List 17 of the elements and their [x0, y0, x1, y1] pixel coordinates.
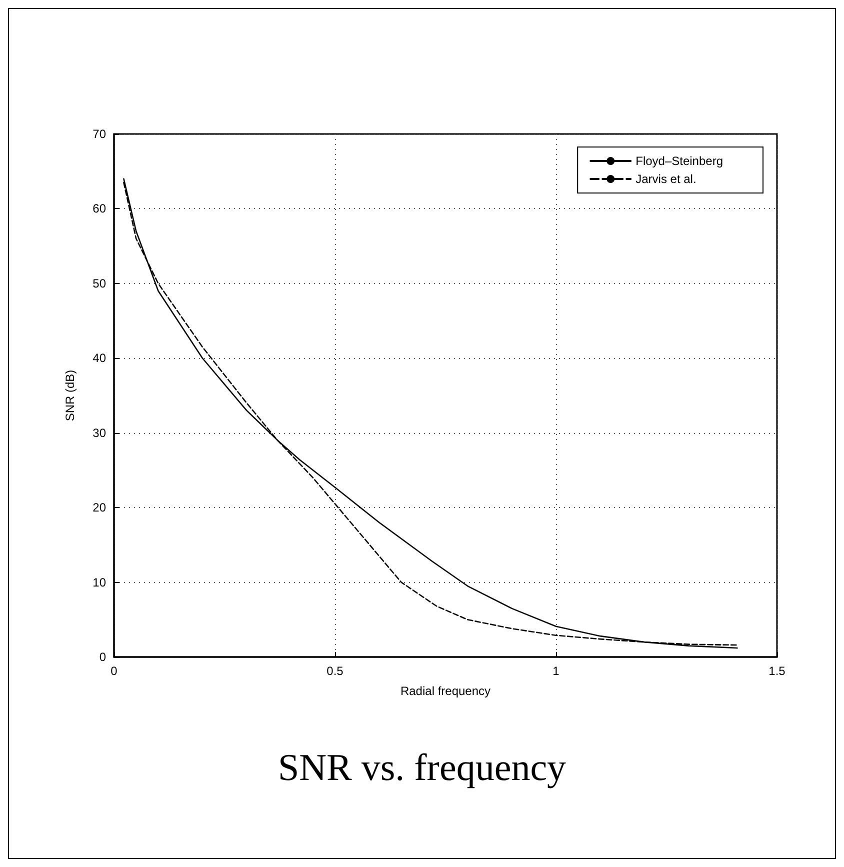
y-tick-label: 30	[92, 426, 106, 440]
text: SNR vs. frequency	[278, 747, 566, 789]
y-tick-label: 20	[92, 500, 106, 515]
y-tick-label: 50	[92, 276, 106, 290]
x-tick-label: 0.5	[326, 664, 344, 678]
y-tick-label: 10	[92, 575, 106, 590]
x-axis-title: Radial frequency	[400, 684, 491, 698]
x-tick-label: 1	[552, 664, 560, 678]
y-tick-label: 60	[92, 202, 106, 216]
legend-label: Floyd–Steinberg	[636, 154, 724, 168]
y-tick-label: 40	[92, 351, 106, 366]
legend-label: Jarvis et al.	[636, 172, 696, 186]
x-tick-label: 1.5	[768, 664, 786, 678]
y-tick-label: 0	[99, 650, 106, 664]
y-axis-title: SNR (dB)	[63, 370, 77, 422]
x-tick-label: 0	[110, 664, 118, 678]
y-tick-label: 70	[92, 127, 106, 141]
